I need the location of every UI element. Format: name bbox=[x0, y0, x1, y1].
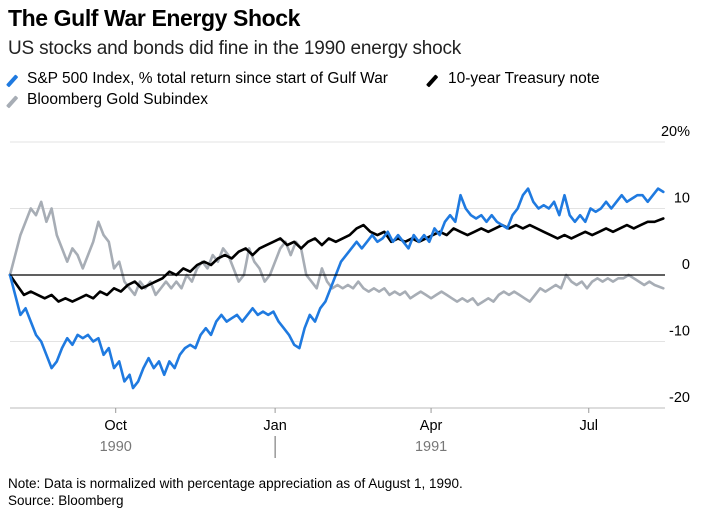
x-tick-label-0: Oct bbox=[104, 418, 127, 434]
series-lines bbox=[8, 187, 665, 390]
x-tick-label-2: Apr bbox=[420, 418, 443, 434]
chart-title: The Gulf War Energy Shock bbox=[8, 5, 301, 31]
legend-label-treasury: 10-year Treasury note bbox=[448, 70, 600, 87]
series-line-treasury bbox=[8, 217, 665, 303]
year-label-1: 1991 bbox=[415, 439, 447, 455]
axes: 20% 10 0 -10 -20 Oct Jan Apr Jul 1990 1991 bbox=[10, 124, 690, 458]
chart-plot: 20% 10 0 -10 -20 Oct Jan Apr Jul 1990 1991 bbox=[8, 124, 690, 458]
y-tick-label-4: -20 bbox=[669, 390, 690, 406]
y-tick-label-0: 20% bbox=[661, 124, 690, 140]
series-line-gold bbox=[8, 200, 665, 307]
x-tick-label-3: Jul bbox=[579, 418, 598, 434]
note-text: Note: Data is normalized with percentage… bbox=[8, 476, 463, 491]
series-line-sp500 bbox=[8, 187, 665, 390]
legend-label-gold: Bloomberg Gold Subindex bbox=[27, 91, 208, 108]
y-tick-label-2: 0 bbox=[682, 257, 690, 273]
y-tick-label-1: 10 bbox=[674, 191, 690, 207]
chart-subtitle: US stocks and bonds did fine in the 1990… bbox=[8, 38, 462, 59]
chart-footnote: Note: Data is normalized with percentage… bbox=[8, 475, 463, 509]
y-tick-label-3: -10 bbox=[669, 324, 690, 340]
x-tick-label-1: Jan bbox=[263, 418, 286, 434]
year-label-0: 1990 bbox=[100, 439, 132, 455]
legend-label-sp500: S&P 500 Index, % total return since star… bbox=[27, 70, 388, 87]
source-text: Source: Bloomberg bbox=[8, 493, 124, 508]
